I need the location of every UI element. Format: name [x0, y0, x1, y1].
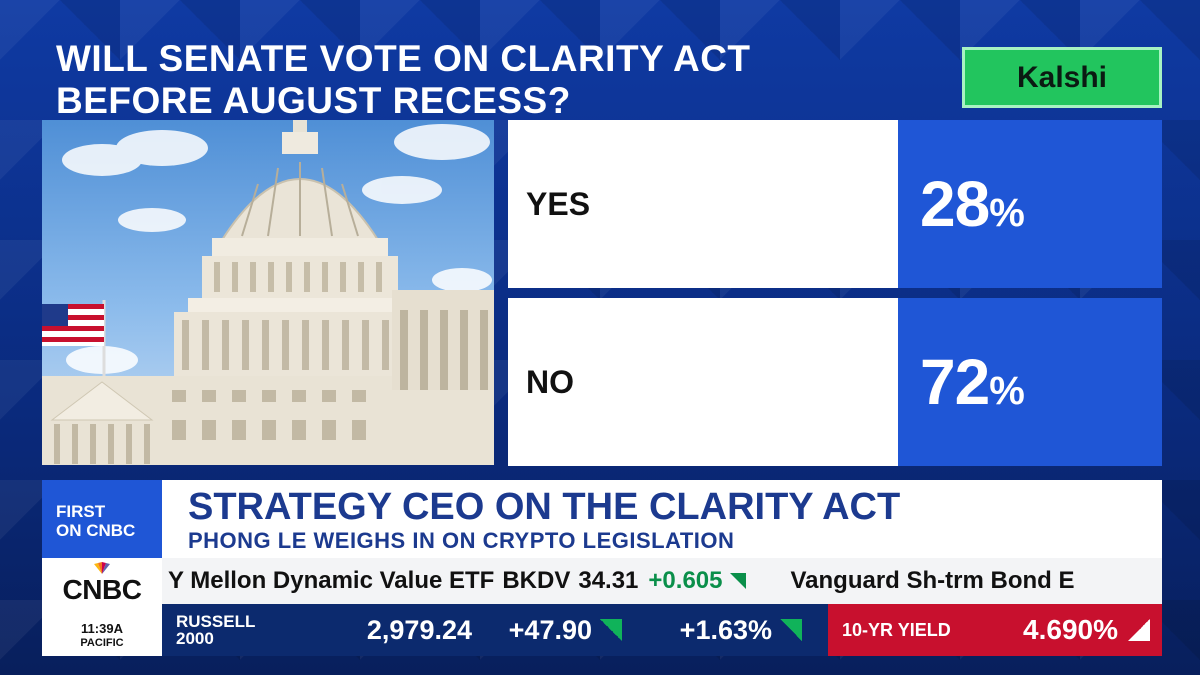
up-arrow-icon	[780, 619, 802, 641]
ticker-name: Y Mellon Dynamic Value ETF	[168, 567, 495, 594]
index-change-value: +47.90	[508, 614, 592, 645]
outcome-yes-percent-box: 28%	[898, 120, 1162, 288]
ticker-item: Y Mellon Dynamic Value ETF BKDV 34.31 +0…	[162, 567, 747, 595]
kalshi-badge: Kalshi	[962, 47, 1162, 108]
cnbc-logo-text: CNBC	[62, 574, 142, 605]
down-arrow-icon	[730, 573, 747, 589]
up-arrow-icon	[600, 619, 622, 641]
index-name-line2: 2000	[176, 629, 214, 648]
ticker-change: +0.605	[648, 567, 723, 594]
cnbc-logo-box: CNBC 11:39A PACIFIC	[42, 558, 162, 656]
capitol-image	[42, 120, 494, 465]
outcome-yes-label: YES	[526, 185, 591, 222]
clock-ampm: A	[113, 621, 123, 636]
outcome-yes-label-box: YES	[508, 120, 898, 288]
tag-line-2: ON CNBC	[56, 521, 136, 540]
ticker-symbol: BKDV	[502, 567, 571, 594]
outcome-yes-percent: 28%	[920, 168, 1025, 240]
market-question: WILL SENATE VOTE ON CLARITY ACT BEFORE A…	[56, 38, 751, 121]
index-change: +47.90	[472, 615, 622, 646]
outcome-no-percent-box: 72%	[898, 298, 1162, 466]
index-name: RUSSELL 2000	[162, 613, 302, 647]
headline: STRATEGY CEO ON THE CLARITY ACT	[188, 486, 901, 528]
yield-value: 4.690%	[1023, 614, 1118, 645]
ticker-bottom: RUSSELL 2000 2,979.24 +47.90 +1.63%	[162, 604, 828, 656]
index-percent: +1.63%	[622, 615, 802, 646]
up-arrow-icon	[1128, 619, 1150, 641]
ticker-price: 34.31	[578, 567, 639, 594]
subheadline: PHONG LE WEIGHS IN ON CRYPTO LEGISLATION	[188, 528, 735, 553]
tag-line-1: FIRST	[56, 502, 106, 521]
outcome-no-label: NO	[526, 363, 574, 400]
outcome-no-percent: 72%	[920, 346, 1025, 418]
first-on-cnbc-tag: FIRST ON CNBC	[42, 480, 162, 558]
outcome-no-label-box: NO	[508, 298, 898, 466]
yield-label: 10-YR YIELD	[842, 619, 951, 640]
clock-time: 11:39	[81, 621, 114, 636]
outcome-yes: YES 28%	[508, 120, 1162, 288]
index-value: 2,979.24	[366, 614, 472, 645]
yield-box: 10-YR YIELD 4.690%	[828, 604, 1162, 656]
index-name-line1: RUSSELL	[176, 612, 256, 631]
ticker-top: Y Mellon Dynamic Value ETF BKDV 34.31 +0…	[162, 558, 1162, 604]
outcome-no: NO 72%	[508, 298, 1162, 466]
peacock-icon	[94, 562, 110, 574]
headline-box: STRATEGY CEO ON THE CLARITY ACT PHONG LE…	[162, 480, 1162, 558]
clock: 11:39A PACIFIC	[42, 622, 162, 650]
index-percent-value: +1.63%	[679, 614, 772, 645]
clock-zone: PACIFIC	[80, 637, 124, 649]
ticker-next-item: Vanguard Sh-trm Bond E	[790, 567, 1075, 594]
